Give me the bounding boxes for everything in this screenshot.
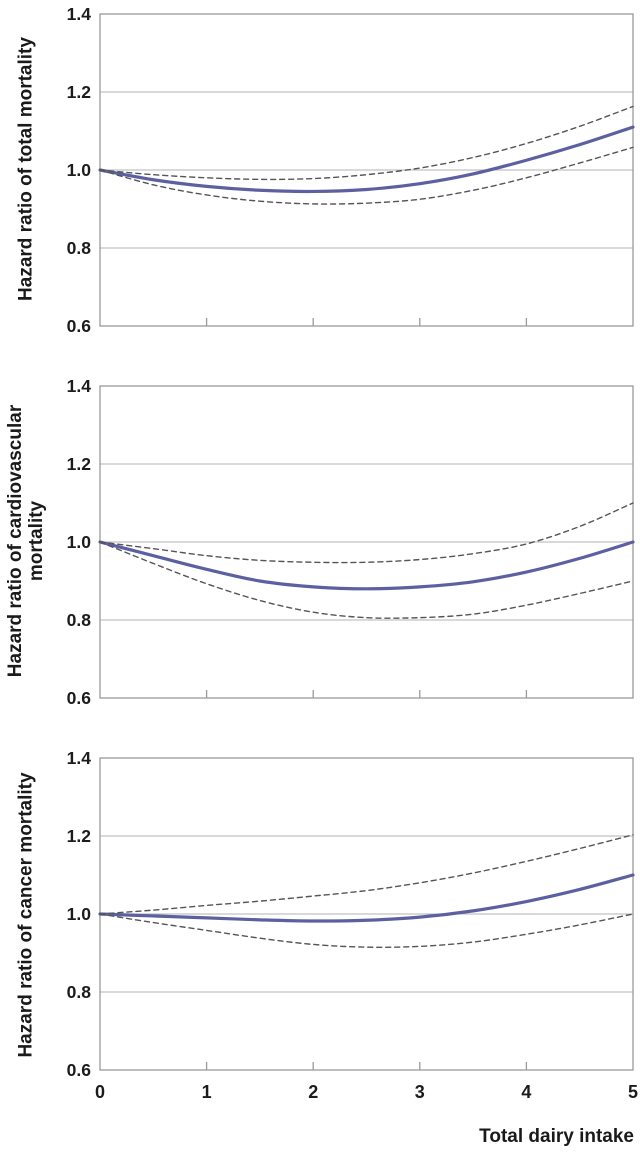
y-axis-title-cancer-mortality: Hazard ratio of cancer mortality: [15, 772, 37, 1058]
y-axis-title-box: Hazard ratio of total mortality: [0, 4, 54, 334]
svg-text:0: 0: [95, 1082, 105, 1102]
y-axis-title-total-mortality: Hazard ratio of total mortality: [15, 37, 37, 301]
x-axis-title: Total dairy intake: [479, 1126, 634, 1147]
svg-text:5: 5: [628, 1082, 638, 1102]
line-chart-cardiovascular-mortality: 0.6 0.8 1.0 1.2 1.4: [67, 376, 635, 706]
svg-text:1.2: 1.2: [67, 82, 92, 102]
chart-panel-cardiovascular-mortality: Hazard ratio of cardiovascular mortality…: [0, 376, 640, 706]
svg-text:1.0: 1.0: [67, 160, 92, 180]
y-axis-title-box: Hazard ratio of cancer mortality: [0, 748, 54, 1122]
y-axis-title-box: Hazard ratio of cardiovascular mortality: [0, 376, 54, 706]
line-chart-total-mortality: 0.6 0.8 1.0 1.2 1.4: [67, 4, 635, 334]
y-axis-title-cardiovascular-mortality: Hazard ratio of cardiovascular mortality: [5, 404, 47, 678]
svg-text:1.0: 1.0: [67, 532, 92, 552]
svg-text:0.8: 0.8: [67, 982, 92, 1002]
svg-text:0.6: 0.6: [67, 316, 92, 334]
svg-text:1.4: 1.4: [67, 4, 92, 24]
svg-text:1.0: 1.0: [67, 904, 92, 924]
chart-panel-total-mortality: Hazard ratio of total mortality 0.6 0.8 1.…: [0, 4, 640, 334]
svg-text:2: 2: [308, 1082, 318, 1102]
svg-text:1: 1: [202, 1082, 212, 1102]
svg-text:3: 3: [415, 1082, 425, 1102]
svg-text:1.4: 1.4: [67, 748, 92, 768]
line-chart-cancer-mortality: 0.6 0.8 1.0 1.2 1.4 0 1 2 3 4 5: [67, 748, 638, 1102]
svg-text:4: 4: [521, 1082, 531, 1102]
svg-text:0.8: 0.8: [67, 610, 92, 630]
svg-text:0.6: 0.6: [67, 1060, 92, 1080]
svg-text:1.2: 1.2: [67, 826, 92, 846]
svg-text:0.8: 0.8: [67, 238, 92, 258]
svg-text:1.2: 1.2: [67, 454, 92, 474]
svg-text:0.6: 0.6: [67, 688, 92, 706]
svg-text:1.4: 1.4: [67, 376, 92, 396]
chart-panel-cancer-mortality: Hazard ratio of cancer mortality 0.6 0.8 1…: [0, 748, 640, 1122]
